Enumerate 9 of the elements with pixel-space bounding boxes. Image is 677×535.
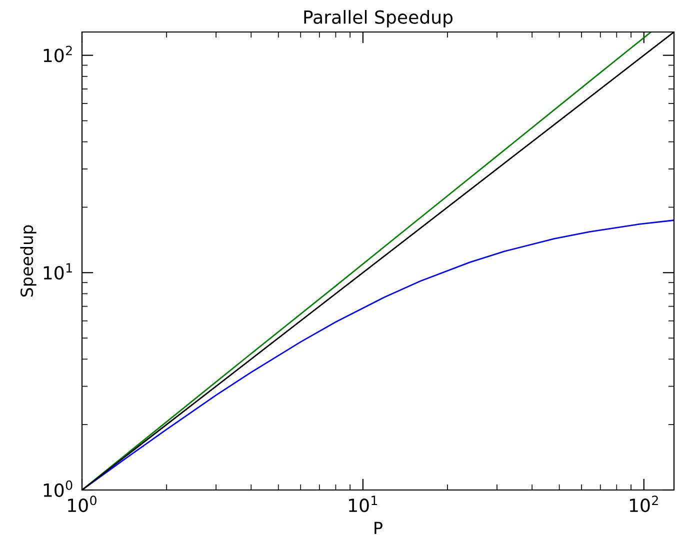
y-axis-title: Speedup [20,225,36,297]
y-tick-label: 10$^{2}$ [44,46,72,62]
chart-title: Parallel Speedup [304,10,453,28]
y-tick-label: 10$^{0}$ [44,480,72,497]
x-tick-label: 10$^{1}$ [349,496,378,512]
x-axis-title: P [374,522,382,534]
y-tick-label: 10$^{1}$ [44,263,72,280]
x-tick-label: 10$^{0}$ [68,496,96,512]
x-tick-label: 10$^{2}$ [630,496,658,512]
